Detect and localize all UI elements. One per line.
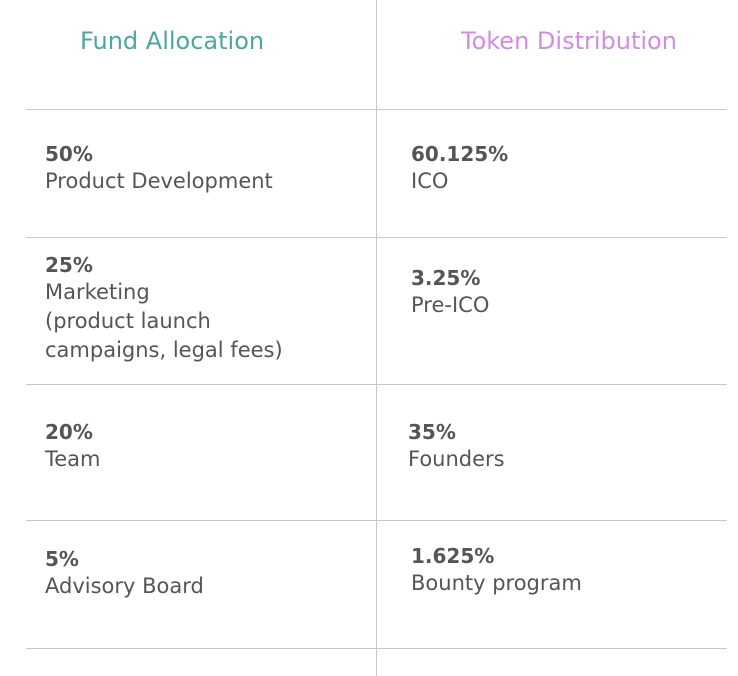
token-label: Bounty program [411, 571, 582, 595]
fund-label: Team [45, 447, 101, 471]
token-label: ICO [411, 169, 449, 193]
fund-percentage: 5% [45, 547, 79, 571]
fund-row: 20% Team [45, 419, 365, 474]
fund-label: Advisory Board [45, 574, 204, 598]
token-row: 3.25% Pre-ICO [411, 265, 731, 320]
token-percentage: 60.125% [411, 142, 509, 166]
row-divider [26, 384, 727, 385]
column-divider [376, 0, 377, 676]
fund-label: Marketing (product launch campaigns, leg… [45, 280, 283, 362]
fund-percentage: 20% [45, 420, 93, 444]
token-distribution-heading: Token Distribution [461, 27, 677, 55]
fund-label: Product Development [45, 169, 273, 193]
token-label: Founders [408, 447, 505, 471]
token-percentage: 1.625% [411, 544, 495, 568]
fund-percentage: 50% [45, 142, 93, 166]
token-percentage: 35% [408, 420, 456, 444]
token-row: 60.125% ICO [411, 141, 731, 196]
row-divider [26, 648, 727, 649]
token-row: 35% Founders [408, 419, 728, 474]
row-divider [26, 109, 727, 110]
token-label: Pre-ICO [411, 293, 490, 317]
fund-row: 50% Product Development [45, 141, 365, 196]
fund-allocation-heading: Fund Allocation [80, 27, 265, 55]
fund-row: 5% Advisory Board [45, 546, 365, 601]
row-divider [26, 520, 727, 521]
fund-percentage: 25% [45, 253, 93, 277]
token-row: 1.625% Bounty program [411, 543, 731, 598]
row-divider [26, 237, 727, 238]
fund-row: 25% Marketing (product launch campaigns,… [45, 252, 365, 365]
token-percentage: 3.25% [411, 266, 481, 290]
